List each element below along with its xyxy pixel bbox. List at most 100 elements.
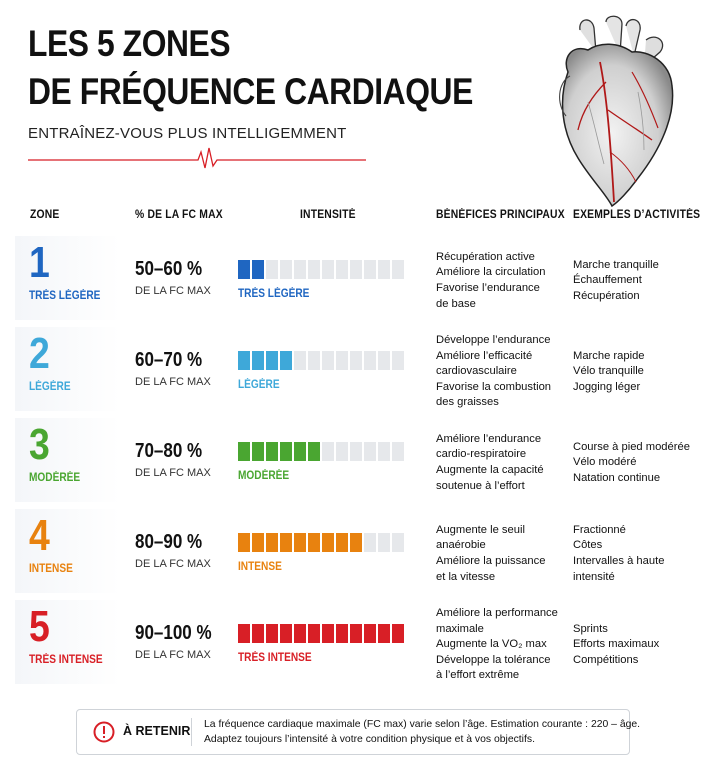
benefit-line: soutenue à l’effort: [436, 479, 525, 492]
fc-percentage: 80–90 %: [135, 531, 203, 553]
benefit-line: Récupération active: [436, 250, 535, 263]
benefit-line: Développe l’endurance: [436, 334, 551, 346]
intensity-segment-filled: [349, 533, 363, 552]
benefit-line: Développe la tolérance: [436, 653, 551, 666]
zone-label: TRÈS LÉGÈRE: [29, 290, 101, 302]
examples-list: Fractionné Côtes Intervalles à haute intens…: [573, 523, 664, 585]
intensity-segment-filled: [293, 533, 307, 552]
fc-percentage-caption: DE LA FC MAX: [135, 467, 211, 479]
intensity-label: INTENSE: [238, 561, 282, 573]
example-line: Échauffement: [573, 274, 642, 287]
intensity-segment-filled: [238, 533, 251, 552]
intensity-segment-filled: [251, 260, 265, 279]
zone-row: 5 TRÈS INTENSE 90–100 % DE LA FC MAX TRÈS IN…: [15, 600, 701, 684]
benefit-line: cardiovasculaire: [436, 365, 517, 378]
anatomical-heart-illustration: [559, 15, 674, 208]
intensity-label: LÉGÈRE: [238, 379, 280, 391]
benefits-list: Récupération active Améliore la circulati…: [436, 250, 545, 312]
examples-list: Sprints Efforts maximaux Compétitions: [573, 622, 659, 669]
intensity-segment-filled: [238, 442, 251, 461]
zone-number: 1: [29, 238, 50, 287]
intensity-segment-filled: [238, 351, 251, 370]
benefit-line: Favorise l’endurance: [436, 281, 540, 294]
intensity-segment-filled: [307, 442, 321, 461]
intensity-segment-empty: [335, 351, 349, 370]
benefits-list: Augmente le seuil anaérobie Améliore la pu…: [436, 523, 545, 585]
intensity-segment-filled: [265, 442, 279, 461]
intensity-segment-empty: [307, 351, 321, 370]
intensity-segment-filled: [349, 624, 363, 643]
benefits-list: Développe l’endurance Améliore l’efficaci…: [436, 333, 551, 411]
intensity-segment-empty: [349, 260, 363, 279]
intensity-segment-filled: [279, 351, 293, 370]
benefit-line: Favorise la combustion: [436, 380, 552, 393]
benefits-list: Améliore l’endurance cardio-respiratoire A…: [436, 432, 544, 494]
intensity-segment-empty: [321, 442, 335, 461]
intensity-segment-filled: [238, 624, 251, 643]
intensity-bar: [238, 351, 405, 370]
examples-list: Marche rapide Vélo tranquille Jogging lége…: [573, 349, 645, 396]
zone-row: 1 TRÈS LÉGÈRE 50–60 % DE LA FC MAX TRÈS LÉGÈ…: [15, 236, 701, 320]
benefit-line: à l’effort extrême: [436, 669, 520, 682]
footer-text: La fréquence cardiaque maximale (FC max)…: [204, 718, 640, 747]
zone-row-background: [15, 236, 120, 320]
benefit-line: Augmente la VO₂ max: [436, 638, 547, 651]
zone-row-background: [15, 327, 120, 411]
intensity-segment-filled: [265, 533, 279, 552]
intensity-segment-empty: [321, 351, 335, 370]
intensity-segment-empty: [363, 260, 377, 279]
benefit-line: Augmente le seuil: [436, 523, 525, 536]
fc-percentage: 50–60 %: [135, 258, 203, 280]
zone-label: MODÉRÉE: [29, 472, 81, 484]
example-line: Marche tranquille: [573, 258, 659, 271]
benefit-line: Améliore la circulation: [436, 266, 546, 279]
intensity-segment-empty: [349, 442, 363, 461]
fc-percentage-caption: DE LA FC MAX: [135, 558, 211, 570]
fc-percentage: 90–100 %: [135, 622, 212, 644]
exclamation-circle-icon: [93, 721, 115, 743]
fc-percentage: 70–80 %: [135, 440, 203, 462]
intensity-segment-empty: [391, 260, 405, 279]
intensity-segment-filled: [377, 624, 391, 643]
intensity-segment-filled: [321, 624, 335, 643]
intensity-segment-filled: [279, 533, 293, 552]
intensity-segment-filled: [279, 624, 293, 643]
intensity-segment-empty: [391, 442, 405, 461]
benefit-line: maximale: [436, 622, 484, 635]
benefit-line: Améliore l’endurance: [436, 432, 542, 445]
intensity-segment-empty: [321, 260, 335, 279]
benefit-line: de base: [436, 297, 476, 310]
intensity-segment-empty: [363, 442, 377, 461]
example-line: Marche rapide: [573, 349, 645, 362]
intensity-bar: [238, 624, 405, 643]
intensity-segment-empty: [265, 260, 279, 279]
benefit-line: des graisses: [436, 396, 499, 409]
zone-row-background: [15, 600, 120, 684]
zone-label: TRÈS INTENSE: [29, 654, 103, 666]
example-line: Sprints: [573, 622, 608, 635]
zone-number: 5: [29, 602, 50, 651]
intensity-label: TRÈS LÉGÈRE: [238, 288, 310, 300]
zone-row: 2 LÉGÈRE 60–70 % DE LA FC MAX LÉGÈRE Développ…: [15, 327, 701, 411]
intensity-segment-filled: [307, 624, 321, 643]
fc-percentage-caption: DE LA FC MAX: [135, 285, 211, 297]
page-title-line-2: DE FRÉQUENCE CARDIAQUE: [28, 71, 473, 112]
footer-line-2: Adaptez toujours l’intensité à votre con…: [204, 733, 535, 745]
zone-row-background: [15, 509, 120, 593]
intensity-segment-empty: [307, 260, 321, 279]
page-title-line-1: LES 5 ZONES: [28, 23, 231, 64]
examples-list: Marche tranquille Échauffement Récupératio…: [573, 258, 659, 305]
intensity-segment-filled: [251, 351, 265, 370]
intensity-segment-empty: [293, 260, 307, 279]
intensity-bar: [238, 442, 405, 461]
benefit-line: cardio-respiratoire: [436, 448, 527, 461]
example-line: Compétitions: [573, 653, 639, 666]
zone-label: LÉGÈRE: [29, 381, 71, 393]
intensity-segment-empty: [377, 533, 391, 552]
intensity-bar: [238, 260, 405, 279]
intensity-segment-filled: [391, 624, 405, 643]
column-header-benefits: BÉNÉFICES PRINCIPAUX: [436, 209, 565, 221]
intensity-label: MODÉRÉE: [238, 470, 290, 482]
column-header-fc: % DE LA FC MAX: [135, 209, 223, 221]
intensity-segment-empty: [335, 260, 349, 279]
